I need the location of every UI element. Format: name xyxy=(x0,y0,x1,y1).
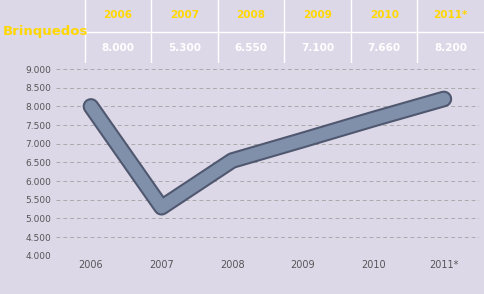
Text: Brinquedos: Brinquedos xyxy=(2,25,88,38)
Text: 6.550: 6.550 xyxy=(235,43,268,53)
Text: 8.200: 8.200 xyxy=(434,43,467,53)
Text: 2006: 2006 xyxy=(104,10,133,20)
Text: 2008: 2008 xyxy=(237,10,266,20)
Text: 2007: 2007 xyxy=(170,10,199,20)
Text: 7.660: 7.660 xyxy=(368,43,401,53)
Text: 2010: 2010 xyxy=(370,10,399,20)
Text: 5.300: 5.300 xyxy=(168,43,201,53)
Text: 2011*: 2011* xyxy=(434,10,468,20)
Text: 7.100: 7.100 xyxy=(301,43,334,53)
Text: 8.000: 8.000 xyxy=(102,43,135,53)
Text: 2009: 2009 xyxy=(303,10,332,20)
